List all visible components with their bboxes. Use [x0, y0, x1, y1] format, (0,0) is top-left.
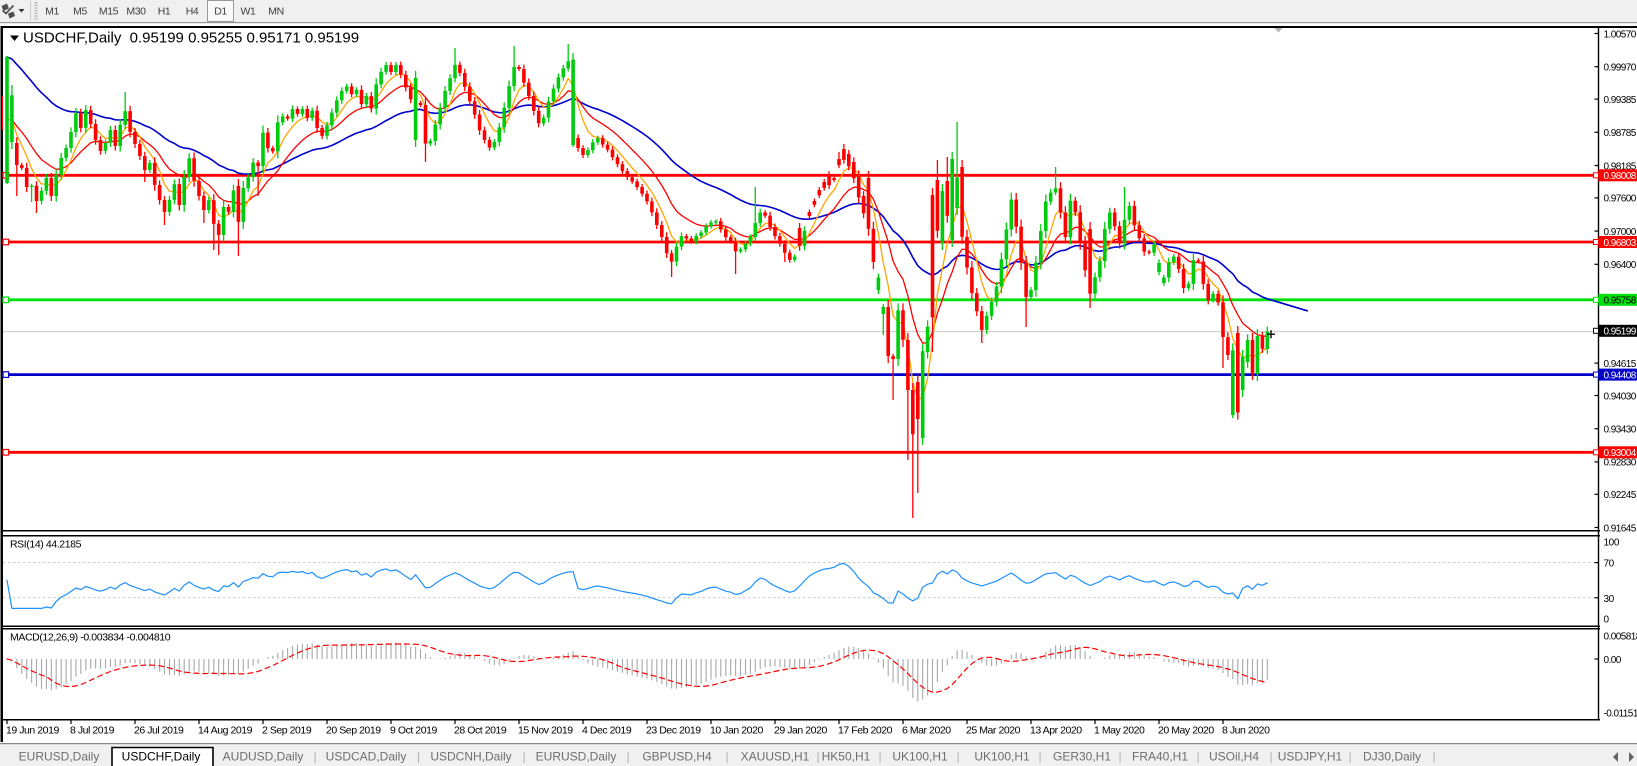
svg-text:|: | — [956, 750, 959, 764]
svg-text:USDCHF,Daily 0.95199 0.95255: USDCHF,Daily 0.95199 0.95255 0.95171 0.9… — [23, 30, 359, 47]
svg-text:1 May 2020: 1 May 2020 — [1094, 725, 1145, 737]
svg-text:|: | — [313, 750, 316, 764]
svg-text:M15: M15 — [99, 6, 119, 18]
svg-text:20 Sep 2019: 20 Sep 2019 — [326, 725, 381, 737]
svg-text:0.97000: 0.97000 — [1604, 227, 1637, 238]
svg-text:0.98008: 0.98008 — [1604, 171, 1637, 182]
svg-text:0.95199: 0.95199 — [1604, 327, 1637, 338]
svg-text:10 Jan 2020: 10 Jan 2020 — [710, 725, 763, 737]
svg-text:M1: M1 — [45, 6, 59, 18]
svg-text:0.96803: 0.96803 — [1604, 238, 1637, 249]
svg-text:RSI(14) 44.2185: RSI(14) 44.2185 — [10, 539, 82, 551]
svg-text:|: | — [878, 750, 881, 764]
svg-text:6 Mar 2020: 6 Mar 2020 — [902, 725, 951, 737]
svg-text:23 Dec 2019: 23 Dec 2019 — [646, 725, 701, 737]
svg-text:0.99385: 0.99385 — [1604, 95, 1637, 106]
svg-text:0.98785: 0.98785 — [1604, 128, 1637, 139]
svg-text:|: | — [1118, 750, 1121, 764]
svg-text:9 Oct 2019: 9 Oct 2019 — [390, 725, 437, 737]
svg-text:8 Jun 2020: 8 Jun 2020 — [1222, 725, 1270, 737]
svg-text:100: 100 — [1604, 538, 1620, 549]
svg-text:D1: D1 — [214, 6, 227, 18]
svg-text:|: | — [1432, 750, 1435, 764]
svg-text:|: | — [626, 750, 629, 764]
svg-text:0.005818: 0.005818 — [1604, 632, 1637, 643]
svg-text:26 Jul 2019: 26 Jul 2019 — [134, 725, 184, 737]
svg-text:AUDUSD,Daily: AUDUSD,Daily — [223, 750, 304, 764]
svg-text:28 Oct 2019: 28 Oct 2019 — [454, 725, 507, 737]
svg-text:MN: MN — [268, 6, 284, 18]
svg-text:EURUSD,Daily: EURUSD,Daily — [536, 750, 617, 764]
svg-text:H1: H1 — [158, 6, 171, 18]
svg-text:|: | — [1038, 750, 1041, 764]
svg-text:|: | — [417, 750, 420, 764]
svg-text:0.92245: 0.92245 — [1604, 490, 1637, 501]
svg-text:13 Apr 2020: 13 Apr 2020 — [1030, 725, 1082, 737]
svg-text:DJ30,Daily: DJ30,Daily — [1363, 750, 1421, 764]
svg-text:-0.01151: -0.01151 — [1604, 709, 1637, 720]
svg-text:UK100,H1: UK100,H1 — [974, 750, 1030, 764]
svg-text:FRA40,H1: FRA40,H1 — [1132, 750, 1188, 764]
svg-text:0.97600: 0.97600 — [1604, 194, 1637, 205]
svg-text:0.94408: 0.94408 — [1604, 370, 1637, 381]
svg-text:0.98185: 0.98185 — [1604, 161, 1637, 172]
svg-text:EURUSD,Daily: EURUSD,Daily — [19, 750, 100, 764]
svg-text:|: | — [1269, 750, 1272, 764]
svg-text:19 Jun 2019: 19 Jun 2019 — [6, 725, 59, 737]
svg-text:2 Sep 2019: 2 Sep 2019 — [262, 725, 312, 737]
svg-text:H4: H4 — [186, 6, 199, 18]
svg-text:70: 70 — [1604, 559, 1615, 570]
svg-text:|: | — [522, 750, 525, 764]
svg-text:0.92830: 0.92830 — [1604, 458, 1637, 469]
svg-text:MACD(12,26,9) -0.003834 -0.004: MACD(12,26,9) -0.003834 -0.004810 — [10, 632, 171, 644]
svg-text:20 May 2020: 20 May 2020 — [1158, 725, 1214, 737]
svg-text:M5: M5 — [73, 6, 87, 18]
svg-text:0: 0 — [1604, 615, 1610, 626]
svg-text:0.94030: 0.94030 — [1604, 391, 1637, 402]
svg-text:USDCHF,Daily: USDCHF,Daily — [122, 750, 201, 764]
svg-text:8 Jul 2019: 8 Jul 2019 — [70, 725, 115, 737]
svg-text:1.00570: 1.00570 — [1604, 29, 1637, 40]
svg-text:15 Nov 2019: 15 Nov 2019 — [518, 725, 573, 737]
svg-text:0.99970: 0.99970 — [1604, 63, 1637, 74]
svg-text:UK100,H1: UK100,H1 — [892, 750, 948, 764]
svg-text:HK50,H1: HK50,H1 — [822, 750, 871, 764]
svg-text:0.94615: 0.94615 — [1604, 359, 1637, 370]
svg-text:0.96400: 0.96400 — [1604, 260, 1637, 271]
svg-text:0.95758: 0.95758 — [1604, 296, 1637, 307]
svg-text:GER30,H1: GER30,H1 — [1053, 750, 1111, 764]
svg-text:GBPUSD,H4: GBPUSD,H4 — [642, 750, 712, 764]
svg-text:0.93430: 0.93430 — [1604, 425, 1637, 436]
svg-text:|: | — [725, 750, 728, 764]
svg-text:USDJPY,H1: USDJPY,H1 — [1278, 750, 1343, 764]
svg-text:0.00: 0.00 — [1604, 655, 1622, 666]
svg-text:|: | — [816, 750, 819, 764]
svg-text:17 Feb 2020: 17 Feb 2020 — [838, 725, 893, 737]
svg-text:M30: M30 — [126, 6, 146, 18]
svg-text:|: | — [1196, 750, 1199, 764]
svg-text:0.91645: 0.91645 — [1604, 523, 1637, 534]
svg-text:30: 30 — [1604, 594, 1615, 605]
svg-text:29 Jan 2020: 29 Jan 2020 — [774, 725, 827, 737]
svg-text:|: | — [1348, 750, 1351, 764]
svg-text:USOil,H4: USOil,H4 — [1209, 750, 1259, 764]
svg-text:4 Dec 2019: 4 Dec 2019 — [582, 725, 632, 737]
svg-text:25 Mar 2020: 25 Mar 2020 — [966, 725, 1021, 737]
svg-text:XAUUSD,H1: XAUUSD,H1 — [741, 750, 810, 764]
svg-text:14 Aug 2019: 14 Aug 2019 — [198, 725, 253, 737]
svg-text:USDCNH,Daily: USDCNH,Daily — [430, 750, 511, 764]
svg-text:USDCAD,Daily: USDCAD,Daily — [326, 750, 407, 764]
svg-text:0.93004: 0.93004 — [1604, 448, 1637, 459]
svg-text:W1: W1 — [241, 6, 257, 18]
